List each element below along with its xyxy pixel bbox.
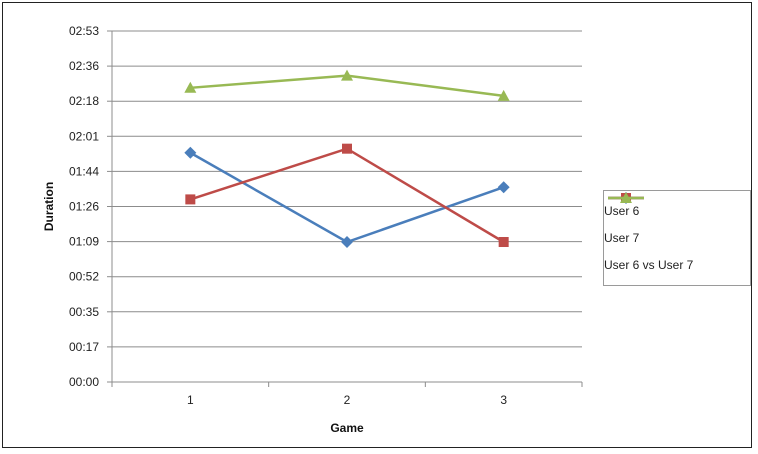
data-point-user-6-vs-user-7 — [184, 81, 197, 93]
y-tick-label: 00:35 — [69, 305, 99, 319]
data-point-user-6-vs-user-7 — [497, 89, 510, 101]
legend-item-user-7: User 7 — [604, 193, 750, 251]
data-point-user-6 — [184, 146, 197, 159]
x-tick-label: 2 — [344, 393, 351, 407]
x-tick-label: 3 — [500, 393, 507, 407]
data-point-user-6-vs-user-7 — [341, 69, 353, 81]
legend-item-user-6-vs-user-7: User 6 vs User 7 — [604, 192, 750, 278]
y-tick-label: 00:00 — [69, 375, 99, 389]
data-point-user-6 — [341, 236, 353, 249]
legend-label: User 6 — [604, 203, 640, 218]
line-chart: 00:00 00:17 00:35 00:52 01:09 01:26 01:44 02:01… — [42, 24, 583, 435]
y-tick-label: 01:26 — [69, 200, 99, 214]
legend-swatch — [608, 192, 644, 203]
legend-label: User 6 vs User 7 — [604, 257, 694, 272]
y-tick-label: 01:09 — [69, 235, 99, 249]
x-tick-label: 1 — [187, 393, 194, 407]
x-axis-title: Game — [330, 421, 364, 435]
data-point-user-7 — [185, 194, 196, 205]
data-point-user-7 — [498, 237, 509, 248]
y-tick-label: 01:44 — [69, 164, 99, 178]
legend-label: User 7 — [604, 230, 640, 245]
data-point-user-6 — [497, 181, 510, 194]
chart-frame: 00:00 00:17 00:35 00:52 01:09 01:26 01:44 02:01… — [2, 2, 752, 448]
y-tick-label: 00:17 — [69, 340, 99, 354]
y-tick-label: 02:01 — [69, 129, 99, 143]
series-line-user-7 — [189, 147, 505, 244]
data-point-user-7 — [342, 143, 352, 154]
y-tick-label: 02:36 — [69, 59, 99, 73]
y-tick-label: 02:53 — [69, 24, 99, 38]
y-tick-label: 00:52 — [69, 270, 99, 284]
y-axis-title: Duration — [42, 182, 56, 231]
series-line-user-6 — [189, 151, 505, 244]
y-tick-label: 02:18 — [69, 94, 99, 108]
legend: User 6 User 7 User 6 vs User 7 — [603, 190, 751, 286]
